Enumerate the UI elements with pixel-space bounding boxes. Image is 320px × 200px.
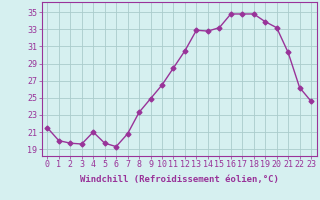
X-axis label: Windchill (Refroidissement éolien,°C): Windchill (Refroidissement éolien,°C) — [80, 175, 279, 184]
